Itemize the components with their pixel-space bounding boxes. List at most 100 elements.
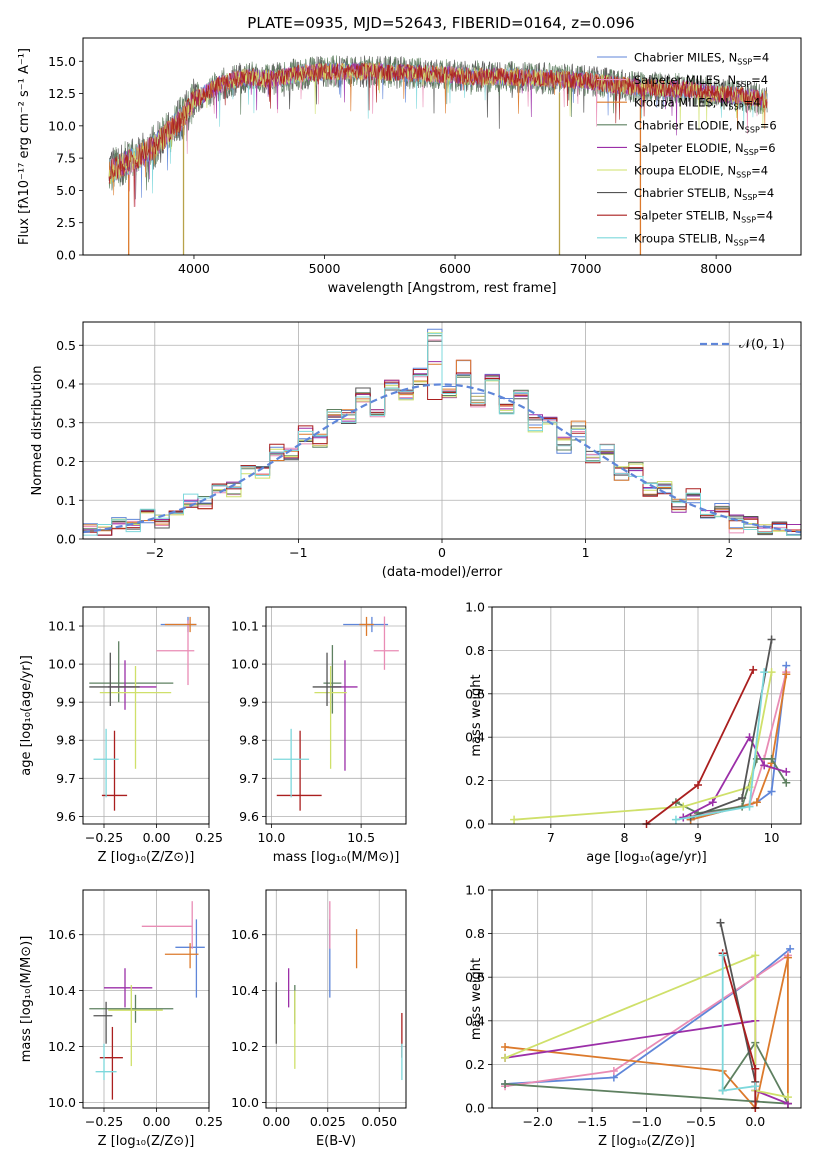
- legend-entry-subscript: SSP: [742, 193, 757, 202]
- legend-entry-label: Kroupa STELIB, NSSP=4: [634, 231, 765, 247]
- y-tick-label: 10.4: [231, 983, 259, 998]
- legend-entry-suffix: =4: [757, 186, 774, 200]
- mass-weight-marker: [694, 780, 702, 789]
- mass-vs-extinction-panel: 0.00 0.025 0.050 10.0 10.2 10.4 10.6 E(B-V): [231, 889, 407, 1149]
- mass-weight-marker: [501, 1053, 510, 1062]
- normal-distribution-curve: [82, 383, 802, 534]
- y-tick-label: 0.6: [465, 970, 485, 985]
- y-tick-label: 0.8: [465, 926, 485, 941]
- x-tick-label: 0.050: [361, 1114, 397, 1129]
- mass-weight-marker: [745, 802, 754, 811]
- mass-weight-marker: [749, 665, 758, 674]
- x-tick-label: 8000: [700, 261, 732, 276]
- x-tick-label: 0.00: [143, 830, 171, 845]
- plot-background: [266, 607, 406, 824]
- legend-entry-subscript: SSP: [737, 58, 752, 67]
- x-tick-label: 0: [438, 545, 446, 560]
- x-tick-label: 0.00: [143, 1114, 171, 1129]
- mass-weight-marker: [718, 951, 727, 960]
- y-axis-label: mass weight: [469, 674, 484, 756]
- plot-frame: [82, 321, 802, 540]
- mass-weight-marker: [501, 1080, 510, 1089]
- x-axis-label: Z [log₁₀(Z/Z⊙)]: [598, 1134, 695, 1149]
- x-axis-label: Z [log₁₀(Z/Z⊙)]: [98, 1134, 195, 1149]
- y-tick-label: 7.5: [56, 151, 76, 166]
- mass-weight-marker: [760, 761, 769, 770]
- y-tick-label: 0.2: [465, 1057, 485, 1072]
- y-tick-label: 10.2: [231, 1039, 259, 1054]
- y-tick-label: 0.3: [56, 415, 76, 430]
- x-tick-label: 10.0: [257, 830, 285, 845]
- mass-weight-marker: [751, 1082, 760, 1091]
- mass-weight-line: [504, 954, 789, 1098]
- plot-frame: [82, 37, 802, 256]
- y-tick-label: 15.0: [48, 54, 76, 69]
- y-tick-label: 10.2: [48, 1039, 76, 1054]
- legend-entry-suffix: =4: [751, 73, 768, 87]
- x-tick-label: 0.25: [195, 1114, 223, 1129]
- x-axis-label: age [log₁₀(age/yr)]: [586, 850, 707, 865]
- spectrum-series-line: [108, 62, 768, 208]
- plot-frame: [265, 606, 407, 825]
- mass-weight-marker: [751, 1064, 760, 1073]
- x-tick-label: −1: [289, 545, 307, 560]
- legend-entry-label: Salpeter STELIB, NSSP=4: [634, 209, 773, 225]
- x-tick-label: −2.0: [523, 1114, 553, 1129]
- mass-weight-marker: [782, 767, 791, 776]
- x-tick-label: 2: [725, 545, 733, 560]
- y-tick-label: 0.0: [465, 1101, 485, 1116]
- legend-entry-suffix: =4: [744, 96, 761, 110]
- y-axis-label: Flux [fλ10⁻¹⁷ erg cm⁻² s⁻¹ A⁻¹]: [17, 48, 32, 245]
- x-tick-label: 8: [620, 830, 628, 845]
- y-tick-label: 0.8: [465, 643, 485, 658]
- figure-title: PLATE=0935, MJD=52643, FIBERID=0164, z=0…: [247, 14, 634, 32]
- y-tick-label: 10.0: [231, 657, 259, 672]
- mass-weight-marker: [671, 815, 680, 824]
- y-tick-label: 10.1: [231, 619, 259, 634]
- y-tick-label: 0.2: [465, 773, 485, 788]
- x-axis-label: E(B-V): [316, 1134, 356, 1149]
- y-tick-label: 0.6: [465, 686, 485, 701]
- mass-weight-marker: [783, 1093, 792, 1102]
- y-tick-label: 10.0: [48, 118, 76, 133]
- mass-weight-marker: [782, 778, 791, 787]
- x-tick-label: 7: [547, 830, 555, 845]
- y-tick-label: 2.5: [56, 215, 76, 230]
- y-tick-label: 0.0: [56, 532, 76, 547]
- mass-weight-marker: [609, 1066, 618, 1075]
- x-tick-label: 10: [764, 830, 780, 845]
- x-tick-label: 5000: [309, 261, 341, 276]
- y-tick-label: 0.5: [56, 338, 76, 353]
- y-tick-label: 9.7: [56, 771, 76, 786]
- mass-weight-line: [514, 671, 773, 821]
- legend-entry-suffix: =4: [752, 51, 769, 65]
- y-tick-label: 10.6: [48, 927, 76, 942]
- mass-weight-line: [504, 954, 789, 1088]
- x-axis-label: Z [log₁₀(Z/Z⊙)]: [98, 850, 195, 865]
- mass-weight-vs-metallicity-panel: −2.0 −1.5 −1.0 −0.5 0.0 0.0 0.2 0.4 0.6 0.8 1.0 Z […: [465, 883, 802, 1149]
- x-tick-label: 0.25: [195, 830, 223, 845]
- y-axis-label: age [log₁₀(age/yr)]: [19, 655, 34, 776]
- mass-weight-vs-age-panel: 7 8 9 10 0.0 0.2 0.4 0.6 0.8 1.0 age [log₁₀(age/yr…: [465, 600, 802, 865]
- x-tick-label: 9: [694, 830, 702, 845]
- x-tick-label: 4000: [178, 261, 210, 276]
- residuals-histogram-panel: −2 −1 0 1 2 0.0 0.1 0.2 0.3 0.4 0.5 (data-model)/er…: [30, 321, 802, 580]
- x-tick-label: −0.25: [85, 830, 123, 845]
- y-tick-label: 9.8: [56, 733, 76, 748]
- mass-weight-marker: [767, 754, 776, 763]
- legend-entry-suffix: =4: [751, 164, 768, 178]
- y-tick-label: 10.0: [48, 657, 76, 672]
- y-tick-label: 9.9: [56, 695, 76, 710]
- legend-entry-subscript: SSP: [745, 125, 760, 134]
- mass-weight-marker: [751, 951, 760, 960]
- mass-weight-marker: [767, 635, 776, 644]
- y-tick-label: 10.0: [48, 1095, 76, 1110]
- plot-frame: [82, 606, 210, 825]
- mass-weight-marker: [782, 670, 791, 679]
- mass-weight-marker: [786, 944, 795, 953]
- mass-weight-marker: [708, 798, 717, 807]
- legend-entry-label: 𝒩(0, 1): [739, 336, 785, 351]
- spectrum-series-line: [108, 61, 768, 185]
- y-tick-label: 0.1: [56, 493, 76, 508]
